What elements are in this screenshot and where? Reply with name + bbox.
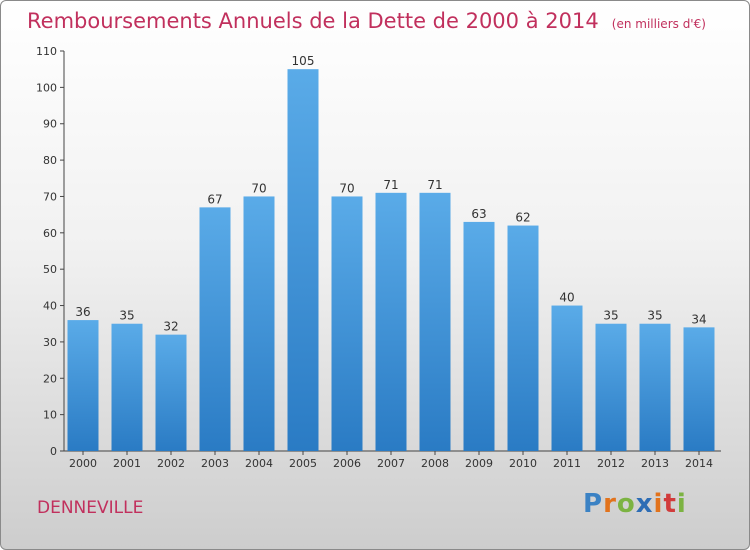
- chart-title: Remboursements Annuels de la Dette de 20…: [27, 9, 599, 33]
- bar: [639, 323, 671, 451]
- logo-letter: o: [616, 489, 636, 519]
- proxiti-logo: Proxiti: [583, 489, 687, 519]
- logo-letter: t: [663, 489, 677, 519]
- bar-value-label: 67: [207, 192, 222, 206]
- bar: [463, 221, 495, 451]
- bar-value-label: 40: [559, 291, 574, 305]
- y-tick-label: 30: [43, 336, 57, 349]
- y-tick-label: 20: [43, 372, 57, 385]
- bar: [111, 323, 143, 451]
- bar-value-label: 35: [603, 309, 618, 323]
- x-tick-label: 2008: [421, 457, 449, 470]
- logo-letter: x: [635, 489, 654, 519]
- x-tick-label: 2006: [333, 457, 361, 470]
- y-tick-label: 0: [50, 445, 57, 458]
- bar-value-label: 70: [251, 181, 266, 195]
- bar-value-label: 105: [292, 54, 315, 68]
- x-tick-label: 2002: [157, 457, 185, 470]
- bar-chart: 0 10 20 30 40 50 60 70 80 90 100 110 36 2000 35 2001 32 2…: [36, 45, 721, 470]
- x-tick-label: 2005: [289, 457, 317, 470]
- bar: [507, 225, 539, 451]
- logo-letter: P: [583, 489, 604, 519]
- bar: [155, 334, 187, 451]
- x-tick-label: 2004: [245, 457, 273, 470]
- bar-value-label: 62: [515, 211, 530, 225]
- y-tick-label: 90: [43, 118, 57, 131]
- bar: [595, 323, 627, 451]
- bar-value-label: 71: [427, 178, 442, 192]
- municipality-name: DENNEVILLE: [37, 498, 144, 518]
- y-tick-label: 70: [43, 190, 57, 203]
- x-tick-label: 2003: [201, 457, 229, 470]
- bar-value-label: 70: [339, 181, 354, 195]
- y-tick-label: 80: [43, 154, 57, 167]
- bar: [331, 196, 363, 451]
- x-tick-label: 2009: [465, 457, 493, 470]
- bar: [419, 192, 451, 451]
- bar-value-label: 35: [119, 309, 134, 323]
- bar: [67, 320, 99, 451]
- x-tick-label: 2007: [377, 457, 405, 470]
- bar-value-label: 63: [471, 207, 486, 221]
- bar-value-label: 35: [647, 309, 662, 323]
- y-tick-label: 60: [43, 227, 57, 240]
- chart-title-block: Remboursements Annuels de la Dette de 20…: [27, 9, 706, 33]
- y-tick-label: 100: [36, 81, 57, 94]
- x-tick-label: 2011: [553, 457, 581, 470]
- y-tick-label: 110: [36, 45, 57, 58]
- logo-letter: i: [653, 489, 664, 519]
- bar: [683, 327, 715, 451]
- x-tick-label: 2000: [69, 457, 97, 470]
- bar: [243, 196, 275, 451]
- x-tick-label: 2001: [113, 457, 141, 470]
- bar: [375, 192, 407, 451]
- bar-value-label: 34: [691, 312, 706, 326]
- bar-value-label: 36: [75, 305, 90, 319]
- logo-letter: r: [603, 489, 617, 519]
- bar: [551, 305, 583, 451]
- bar: [287, 69, 319, 451]
- bar-value-label: 32: [163, 320, 178, 334]
- x-tick-label: 2010: [509, 457, 537, 470]
- chart-unit: (en milliers d'€): [611, 17, 706, 31]
- logo-letter: i: [676, 489, 687, 519]
- y-tick-label: 40: [43, 300, 57, 313]
- x-tick-label: 2012: [597, 457, 625, 470]
- y-tick-label: 10: [43, 409, 57, 422]
- x-tick-label: 2014: [685, 457, 713, 470]
- y-tick-label: 50: [43, 263, 57, 276]
- bar: [199, 207, 231, 451]
- bar-value-label: 71: [383, 178, 398, 192]
- x-tick-label: 2013: [641, 457, 669, 470]
